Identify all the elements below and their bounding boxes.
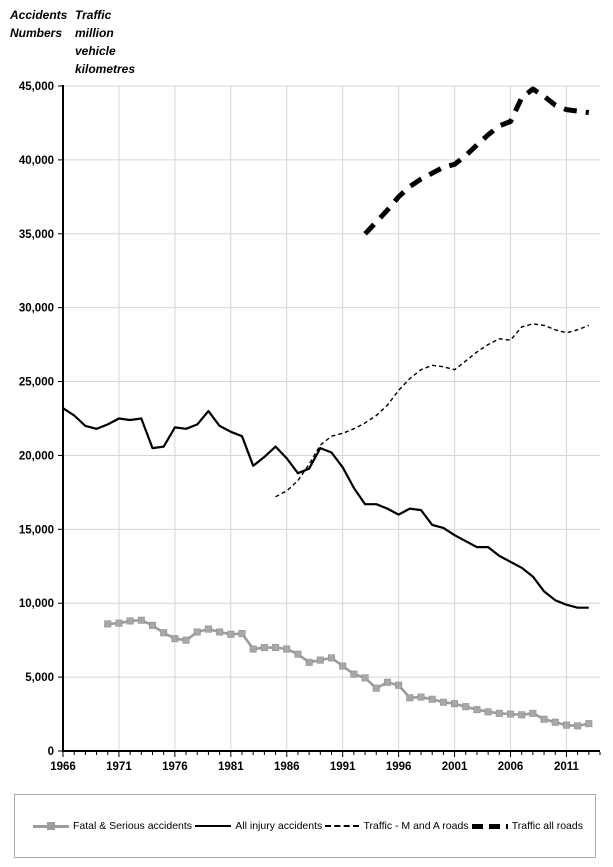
x-tick-label: 1991: [330, 761, 356, 773]
traffic-ma-line-swatch-icon: [325, 825, 360, 827]
x-tick-label: 1976: [162, 761, 188, 773]
y-tick-label: 30,000: [19, 303, 54, 315]
series-marker: [294, 650, 302, 658]
legend-item-traffic-all: Traffic all roads: [471, 820, 583, 832]
legend-label-all-injury: All injury accidents: [235, 820, 323, 832]
y-tick-label: 25,000: [19, 377, 54, 389]
x-tick-label: 1981: [218, 761, 244, 773]
series-marker: [193, 628, 201, 636]
series-marker: [473, 706, 481, 714]
series-marker: [372, 684, 380, 692]
series-marker: [562, 721, 570, 729]
y-tick-label: 20,000: [19, 450, 54, 462]
series-marker: [160, 629, 168, 637]
series-marker: [361, 674, 369, 682]
series-marker: [551, 718, 559, 726]
y-tick-label: 10,000: [19, 598, 54, 610]
y-tick-label: 35,000: [19, 229, 54, 241]
series-marker: [484, 708, 492, 716]
x-tick-label: 2001: [442, 761, 468, 773]
legend-label-traffic-all: Traffic all roads: [511, 820, 583, 832]
series-marker: [249, 645, 257, 653]
series-marker: [227, 630, 235, 638]
series-marker: [451, 700, 459, 708]
series-marker: [316, 656, 324, 664]
series-marker: [585, 720, 593, 728]
series-marker: [216, 628, 224, 636]
series-marker: [462, 703, 470, 711]
y-tick-label: 5,000: [25, 672, 54, 684]
series-marker: [260, 644, 268, 652]
series-marker: [439, 698, 447, 706]
y-axis-unit-traffic: Traffic million vehicle kilometres: [75, 8, 136, 76]
fatal-serious-line-swatch-icon: [33, 821, 69, 831]
series-marker: [115, 619, 123, 627]
series-marker: [171, 635, 179, 643]
series-marker: [339, 662, 347, 670]
series-marker: [518, 711, 526, 719]
series-marker: [506, 710, 514, 718]
y-tick-label: 45,000: [19, 81, 54, 93]
y-tick-label: 40,000: [19, 155, 54, 167]
series-marker: [137, 616, 145, 624]
y-tick-label: 15,000: [19, 524, 54, 536]
legend-item-all-injury: All injury accidents: [195, 820, 322, 832]
series-marker: [574, 722, 582, 730]
series-marker: [540, 715, 548, 723]
series-line-3: [363, 86, 590, 236]
x-tick-label: 2006: [498, 761, 524, 773]
series-marker: [495, 709, 503, 717]
series-line-1: [62, 407, 589, 609]
series-marker: [149, 621, 157, 629]
series-marker: [350, 670, 358, 678]
x-tick-label: 2011: [554, 761, 580, 773]
legend-item-fatal-serious: Fatal & Serious accidents: [33, 820, 192, 832]
series-marker: [428, 695, 436, 703]
series-marker: [238, 630, 246, 638]
series-marker: [126, 617, 134, 625]
series-marker: [395, 681, 403, 689]
series-line-0: [107, 618, 590, 728]
y-tick-label: 0: [48, 746, 54, 758]
traffic-all-line-swatch-icon: [471, 822, 508, 831]
x-tick-label: 1986: [274, 761, 300, 773]
y-axis-unit-accidents: Accidents Numbers: [10, 8, 68, 40]
series-marker: [529, 709, 537, 717]
series-marker: [417, 693, 425, 701]
series-marker: [272, 644, 280, 652]
line-chart: 0 5,000 10,000 15,000 20,000 25,000 30,000 35,0…: [19, 81, 601, 773]
all-injury-line-swatch-icon: [195, 822, 232, 831]
series-marker: [305, 658, 313, 666]
x-tick-label: 1996: [386, 761, 412, 773]
series-marker: [327, 654, 335, 662]
legend-label-fatal-serious: Fatal & Serious accidents: [73, 820, 193, 832]
legend-label-traffic-ma: Traffic - M and A roads: [363, 820, 469, 832]
x-tick-label: 1971: [106, 761, 132, 773]
series-marker: [104, 620, 112, 628]
x-tick-label: 1966: [50, 761, 76, 773]
legend: Fatal & Serious accidents All injury acc…: [14, 794, 596, 858]
legend-item-traffic-ma: Traffic - M and A roads: [325, 820, 469, 832]
series-marker: [182, 636, 190, 644]
series-marker: [383, 678, 391, 686]
series-marker: [283, 645, 291, 653]
series-marker: [406, 694, 414, 702]
series-marker: [204, 625, 212, 633]
series-line-2: [275, 323, 590, 498]
